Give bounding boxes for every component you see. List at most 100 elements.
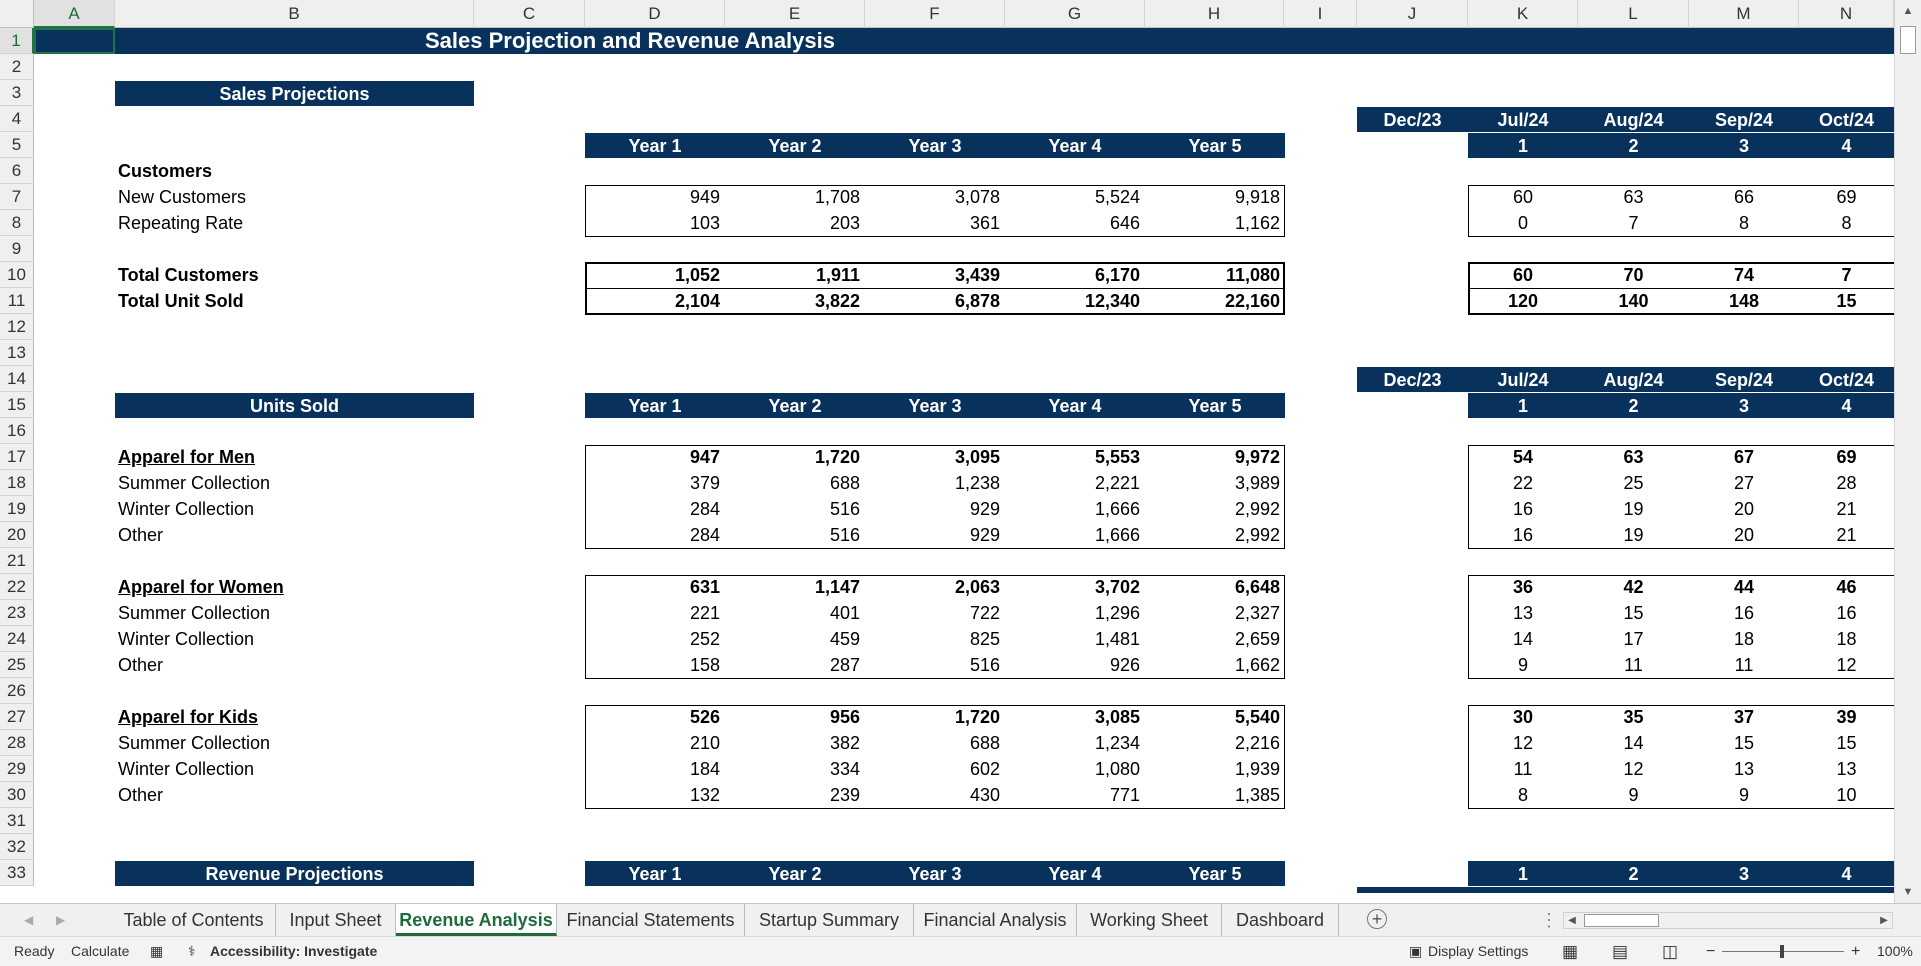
row-header-20[interactable]: 20 [0, 522, 34, 548]
row-header-11[interactable]: 11 [0, 288, 34, 314]
year-value: 2,992 [1234, 525, 1280, 545]
vertical-scroll-thumb[interactable] [1900, 26, 1916, 54]
sheet-tab-working-sheet[interactable]: Working Sheet [1077, 904, 1222, 936]
column-header-a[interactable]: A [34, 0, 115, 28]
add-sheet-icon[interactable]: + [1367, 909, 1387, 929]
row-header-29[interactable]: 29 [0, 756, 34, 782]
revenue-projections-heading: Revenue Projections [205, 864, 384, 884]
accessibility-status[interactable]: Accessibility: Investigate [210, 943, 378, 959]
column-header-e[interactable]: E [725, 0, 865, 28]
row-header-24[interactable]: 24 [0, 626, 34, 652]
row-header-17[interactable]: 17 [0, 444, 34, 470]
row-header-7[interactable]: 7 [0, 184, 34, 210]
selected-cell-a1[interactable] [34, 28, 115, 54]
macro-record-icon[interactable]: ▦ [150, 943, 164, 959]
row-header-22[interactable]: 22 [0, 574, 34, 600]
row-header-3[interactable]: 3 [0, 80, 34, 106]
horizontal-scroll-thumb[interactable] [1584, 914, 1659, 927]
row-header-9[interactable]: 9 [0, 236, 34, 262]
row-header-16[interactable]: 16 [0, 418, 34, 444]
row-header-10[interactable]: 10 [0, 262, 34, 288]
year-value: 284 [689, 525, 720, 545]
row-header-25[interactable]: 25 [0, 652, 34, 678]
row-header-8[interactable]: 8 [0, 210, 34, 236]
row-header-33[interactable]: 33 [0, 860, 34, 886]
row-header-31[interactable]: 31 [0, 808, 34, 834]
year-value: 158 [689, 655, 720, 675]
horizontal-scrollbar[interactable]: ◀ ▶ [1563, 912, 1893, 929]
month-value: 19 [1623, 525, 1644, 545]
accessibility-icon[interactable]: ⚕ [188, 943, 196, 959]
row-header-28[interactable]: 28 [0, 730, 34, 756]
row-header-30[interactable]: 30 [0, 782, 34, 808]
column-header-c[interactable]: C [474, 0, 585, 28]
column-header-d[interactable]: D [585, 0, 725, 28]
display-settings[interactable]: Display Settings [1428, 943, 1529, 959]
column-header-l[interactable]: L [1578, 0, 1689, 28]
scroll-up-icon[interactable]: ▲ [1902, 5, 1914, 17]
column-header-k[interactable]: K [1468, 0, 1578, 28]
column-header-n[interactable]: N [1799, 0, 1894, 28]
row-header-6[interactable]: 6 [0, 158, 34, 184]
tab-scroll-right-icon[interactable]: ▶ [56, 913, 66, 927]
month-header: Oct/24 [1818, 370, 1875, 390]
row-header-5[interactable]: 5 [0, 132, 34, 158]
year-value: 2,659 [1234, 629, 1280, 649]
row-header-1[interactable]: 1 [0, 28, 34, 54]
tab-scroll-left-icon[interactable]: ◀ [24, 913, 34, 927]
row-header-13[interactable]: 13 [0, 340, 34, 366]
period-row-2-bar [1468, 393, 1894, 418]
row-header-14[interactable]: 14 [0, 366, 34, 392]
period-number: 3 [1738, 136, 1749, 156]
row-header-23[interactable]: 23 [0, 600, 34, 626]
column-header-g[interactable]: G [1005, 0, 1145, 28]
sheet-tab-table-of-contents[interactable]: Table of Contents [112, 904, 276, 936]
row-header-4[interactable]: 4 [0, 106, 34, 132]
select-all-corner[interactable] [0, 0, 34, 28]
status-calculate[interactable]: Calculate [71, 943, 130, 959]
sheet-tab-dashboard[interactable]: Dashboard [1222, 904, 1339, 936]
normal-view-icon[interactable]: ▦ [1562, 942, 1579, 961]
year-value: 2,327 [1234, 603, 1280, 623]
tab-options-icon[interactable]: ⋮ [1540, 910, 1558, 930]
sales-row-label: New Customers [118, 187, 247, 207]
row-header-18[interactable]: 18 [0, 470, 34, 496]
row-header-15[interactable]: 15 [0, 392, 34, 418]
hscroll-left-icon[interactable]: ◀ [1568, 915, 1576, 926]
column-header-m[interactable]: M [1689, 0, 1799, 28]
column-header-h[interactable]: H [1145, 0, 1284, 28]
year-value: 722 [969, 603, 1000, 623]
sheet-tab-financial-analysis[interactable]: Financial Analysis [914, 904, 1077, 936]
row-header-21[interactable]: 21 [0, 548, 34, 574]
column-header-i[interactable]: I [1284, 0, 1357, 28]
hscroll-right-icon[interactable]: ▶ [1880, 915, 1888, 926]
sheet-tab-revenue-analysis[interactable]: Revenue Analysis [396, 904, 557, 936]
zoom-slider[interactable] [1722, 945, 1844, 958]
row-header-12[interactable]: 12 [0, 314, 34, 340]
row-header-26[interactable]: 26 [0, 678, 34, 704]
zoom-in-icon[interactable]: + [1851, 943, 1861, 960]
sales-row-label: Repeating Rate [118, 213, 244, 233]
row-header-27[interactable]: 27 [0, 704, 34, 730]
scroll-down-icon[interactable]: ▼ [1902, 886, 1914, 898]
column-header-j[interactable]: J [1357, 0, 1468, 28]
row-header-32[interactable]: 32 [0, 834, 34, 860]
year-value: 334 [829, 759, 860, 779]
row-header-19[interactable]: 19 [0, 496, 34, 522]
zoom-slider-thumb[interactable] [1780, 945, 1784, 958]
zoom-level[interactable]: 100% [1877, 943, 1913, 959]
page-layout-view-icon[interactable]: ▤ [1612, 942, 1629, 961]
sheet-tab-input-sheet[interactable]: Input Sheet [276, 904, 396, 936]
column-header-b[interactable]: B [115, 0, 474, 28]
vertical-scrollbar[interactable]: ▲ ▼ [1894, 0, 1921, 903]
sheet-tab-financial-statements[interactable]: Financial Statements [557, 904, 745, 936]
year-value: 3,822 [814, 291, 860, 311]
display-settings-icon[interactable]: ▣ [1409, 943, 1423, 959]
product-group-label: Apparel for Men [118, 447, 256, 467]
sheet-tab-startup-summary[interactable]: Startup Summary [745, 904, 914, 936]
row-header-2[interactable]: 2 [0, 54, 34, 80]
zoom-out-icon[interactable]: − [1706, 943, 1716, 960]
column-header-f[interactable]: F [865, 0, 1005, 28]
page-break-view-icon[interactable]: ◫ [1662, 942, 1679, 961]
